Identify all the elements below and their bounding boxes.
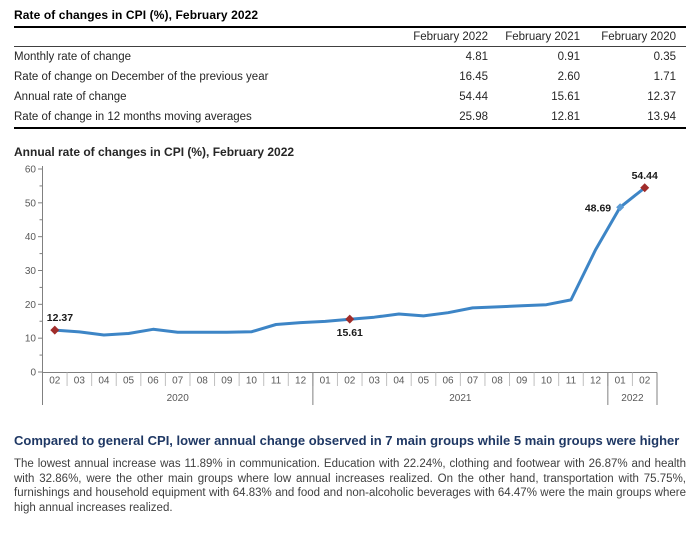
year-label: 2021 (449, 393, 472, 404)
cell-value: 13.94 (647, 111, 676, 123)
cell-value: 2.60 (557, 71, 580, 83)
row-label: Rate of change on December of the previo… (14, 71, 269, 83)
row-label: Monthly rate of change (14, 51, 131, 63)
month-label: 11 (271, 376, 282, 387)
month-label: 07 (172, 376, 184, 387)
data-marker (345, 314, 355, 324)
month-label: 12 (295, 376, 307, 387)
month-label: 05 (123, 376, 135, 387)
row-label: Rate of change in 12 months moving avera… (14, 111, 252, 123)
cell-value: 4.81 (465, 51, 488, 63)
month-label: 02 (344, 376, 356, 387)
cpi-table-body: Monthly rate of change 4.81 0.91 0.35 Rate o… (14, 47, 686, 129)
cell-value: 15.61 (551, 91, 580, 103)
y-axis-label: 30 (25, 266, 37, 277)
month-label: 02 (49, 376, 61, 387)
y-axis-label: 10 (25, 334, 37, 345)
month-label: 03 (74, 376, 86, 387)
month-label: 11 (566, 376, 577, 387)
month-label: 02 (639, 376, 651, 387)
cpi-rates-table: February 2022 February 2021 February 2020 … (14, 26, 686, 129)
month-label: 08 (197, 376, 209, 387)
year-label: 2020 (167, 393, 190, 404)
data-marker (640, 183, 650, 193)
table-header-row: February 2022 February 2021 February 2020 (14, 27, 686, 47)
month-label: 10 (541, 376, 553, 387)
corner-cell (14, 27, 393, 47)
y-axis-label: 50 (25, 198, 37, 209)
y-axis-label: 40 (25, 232, 37, 243)
cell-value: 25.98 (459, 111, 488, 123)
summary-paragraph: The lowest annual increase was 11.89% in… (14, 458, 686, 514)
month-label: 06 (148, 376, 160, 387)
month-label: 07 (467, 376, 479, 387)
cell-value: 12.81 (551, 111, 580, 123)
data-marker (50, 325, 60, 335)
month-label: 09 (516, 376, 528, 387)
data-label: 48.69 (585, 202, 611, 214)
y-axis-label: 0 (30, 368, 36, 379)
row-label: Annual rate of change (14, 91, 127, 103)
month-label: 03 (369, 376, 381, 387)
month-label: 01 (615, 376, 627, 387)
data-label: 54.44 (632, 170, 658, 182)
month-label: 08 (492, 376, 504, 387)
month-label: 12 (590, 376, 602, 387)
month-label: 05 (418, 376, 430, 387)
column-header: February 2022 (413, 31, 488, 43)
table-row: Rate of change in 12 months moving avera… (14, 107, 686, 128)
month-label: 04 (98, 376, 110, 387)
line-series (53, 186, 647, 337)
table-row: Annual rate of change 54.44 15.61 12.37 (14, 87, 686, 107)
y-axis-label: 20 (25, 300, 37, 311)
cell-value: 1.71 (653, 71, 676, 83)
month-label: 04 (393, 376, 405, 387)
y-axis-label: 60 (25, 165, 37, 176)
cell-value: 54.44 (459, 91, 488, 103)
summary-heading: Compared to general CPI, lower annual ch… (14, 433, 680, 448)
data-marker (616, 203, 625, 212)
data-label: 15.61 (337, 327, 363, 339)
chart-title: Annual rate of changes in CPI (%), Febru… (14, 145, 295, 159)
month-label: 01 (320, 376, 332, 387)
column-header: February 2021 (505, 31, 580, 43)
cell-value: 12.37 (647, 91, 676, 103)
data-label: 12.37 (47, 312, 73, 324)
month-label: 10 (246, 376, 258, 387)
table-title: Rate of changes in CPI (%), February 202… (14, 8, 259, 22)
cell-value: 16.45 (459, 71, 488, 83)
table-row: Monthly rate of change 4.81 0.91 0.35 (14, 47, 686, 68)
column-header: February 2020 (601, 31, 676, 43)
month-label: 09 (221, 376, 233, 387)
month-label: 06 (443, 376, 455, 387)
table-row: Rate of change on December of the previo… (14, 67, 686, 87)
cell-value: 0.35 (653, 51, 676, 63)
year-label: 2022 (621, 393, 644, 404)
cell-value: 0.91 (557, 51, 580, 63)
